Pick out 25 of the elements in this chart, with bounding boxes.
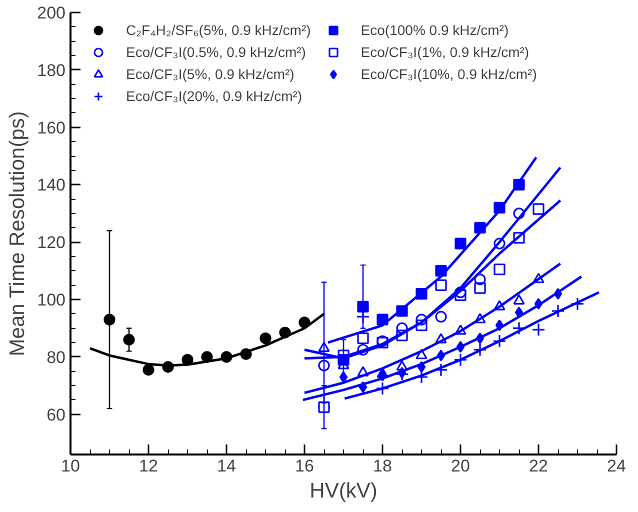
y-tick-label: 80 <box>46 348 66 367</box>
y-tick-label: 60 <box>46 405 66 424</box>
y-tick-label: 200 <box>37 4 66 22</box>
x-axis-title: HV(kV) <box>310 480 378 502</box>
x-tick-label: 14 <box>217 456 236 476</box>
x-tick-label: 12 <box>139 456 158 476</box>
x-tick-label: 10 <box>61 456 80 476</box>
y-axis-title: Mean Time Resolution(ps) <box>6 111 30 356</box>
y-tick-label: 160 <box>37 118 66 138</box>
x-tick-label: 18 <box>373 456 392 476</box>
x-tick-label: 20 <box>451 456 470 476</box>
x-tick-label: 24 <box>607 456 626 476</box>
legend-label: Eco/CF₃I(5%, 0.9 kHz/cm²) <box>126 66 294 82</box>
legend-label: Eco(100% 0.9 kHz/cm²) <box>360 22 509 38</box>
legend-label: C₂F₄H₂/SF₆(5%, 0.9 kHz/cm²) <box>126 22 311 38</box>
y-tick-label: 180 <box>37 60 66 80</box>
y-tick-label: 120 <box>37 233 66 252</box>
legend-label: Eco/CF₃I(1%, 0.9 kHz/cm²) <box>360 44 530 60</box>
y-tick-label: 100 <box>37 290 66 310</box>
legend-label: Eco/CF₃I(20%, 0.9 kHz/cm²) <box>126 88 302 104</box>
legend-label: Eco/CF₃I(0.5%, 0.9 kHz/cm²) <box>126 44 306 60</box>
x-tick-label: 16 <box>295 456 314 476</box>
x-tick-label: 22 <box>529 456 548 476</box>
legend-label: Eco/CF₃I(10%, 0.9 kHz/cm²) <box>360 66 537 82</box>
y-tick-label: 140 <box>37 176 66 195</box>
